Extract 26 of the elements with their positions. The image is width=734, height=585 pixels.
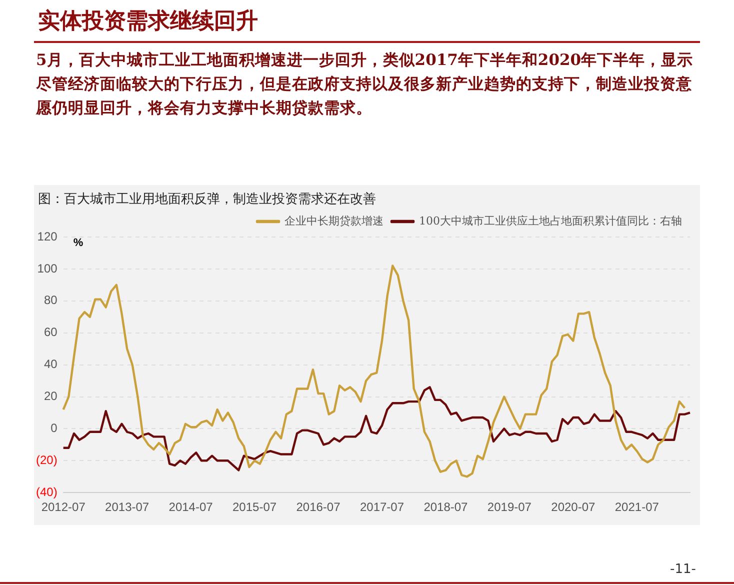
y-tick-label: 120 — [37, 229, 58, 244]
y-tick-label: 20 — [44, 389, 58, 404]
y-tick-label: 100 — [37, 261, 58, 276]
x-tick-label: 2012-07 — [41, 500, 86, 514]
legend-label: 企业中长期贷款增速 — [284, 214, 384, 228]
y-tick-label: (40) — [36, 484, 58, 499]
chart-subtitle: 5月，百大中城市工业工地面积增速进一步回升，类似2017年下半年和2020年下半年，显示尽管经济面临较大的下行压力，但是在政府支持以及很多新产业趋势的支持下，制造业投资意愿仍明显回升，将会有力支撑中长期贷款需求。 — [36, 49, 694, 119]
y-tick-label: 40 — [44, 357, 58, 372]
x-tick-label: 2020-07 — [551, 500, 596, 514]
x-tick-label: 2016-07 — [296, 500, 341, 514]
legend-label: 100大中城市工业供应土地占地面积累计值同比：右轴 — [419, 214, 682, 228]
x-tick-label: 2013-07 — [105, 500, 150, 514]
y-tick-label: (20) — [36, 452, 58, 467]
text: 图：百大城市工业用地面积反弹，制造业投资需求还在改善 — [38, 191, 376, 208]
x-tick-label: 2019-07 — [487, 500, 532, 514]
y-tick-label: 80 — [44, 293, 58, 308]
text: -11- — [670, 562, 696, 577]
x-tick-label: 2018-07 — [424, 500, 468, 514]
y-tick-label: 0 — [50, 421, 58, 436]
y-tick-label: 60 — [44, 325, 58, 340]
x-tick-label: 2015-07 — [232, 500, 277, 514]
chart-title: 实体投资需求继续回升 — [38, 7, 258, 36]
x-tick-label: 2014-07 — [168, 500, 214, 514]
x-tick-label: 2021-07 — [614, 500, 660, 514]
y-axis-title: % — [73, 237, 84, 250]
x-tick-label: 2017-07 — [360, 500, 404, 514]
